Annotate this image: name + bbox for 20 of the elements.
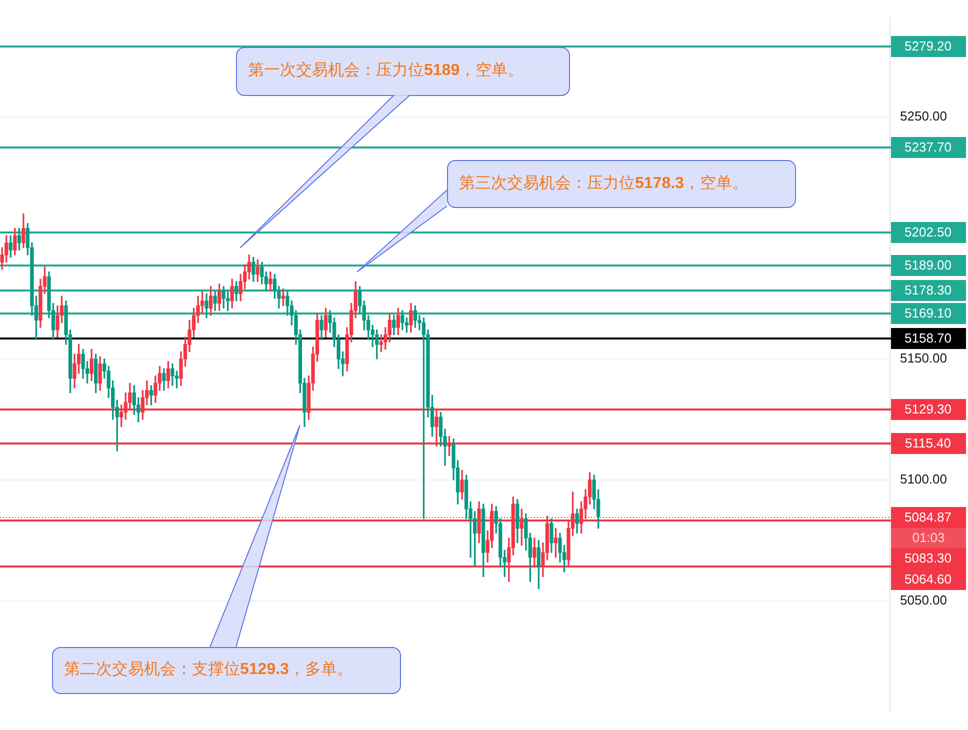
ref-line-label: 5169.10 <box>904 306 952 321</box>
annotation: 第三次交易机会：压力位5178.3，空单。 <box>459 175 748 192</box>
ref-line-label: 5189.00 <box>904 258 952 273</box>
y-tick-label: 5250.00 <box>900 108 947 124</box>
ref-line-label: 5084.87 <box>904 510 952 525</box>
ref-line-label: 5129.30 <box>904 402 952 417</box>
annotation: 第一次交易机会：压力位5189，空单。 <box>248 62 524 79</box>
ref-line-label: 5279.20 <box>904 38 952 54</box>
countdown-label: 01:03 <box>891 528 966 548</box>
y-tick-label: 5100.00 <box>900 472 947 487</box>
ref-line-label: 5083.30 <box>904 550 952 566</box>
ref-line-label: 5202.50 <box>904 224 952 240</box>
ref-line-label: 5158.70 <box>904 330 952 346</box>
ref-line-label: 5064.60 <box>904 572 952 587</box>
y-tick-label: 5050.00 <box>900 592 947 608</box>
ref-line-label: 5115.40 <box>904 436 952 451</box>
ref-line-label: 5237.70 <box>904 140 952 155</box>
y-tick-label: 5150.00 <box>900 350 947 366</box>
ref-line-label: 5178.30 <box>904 282 952 298</box>
annotation: 第二次交易机会：支撑位5129.3，多单。 <box>64 661 353 678</box>
